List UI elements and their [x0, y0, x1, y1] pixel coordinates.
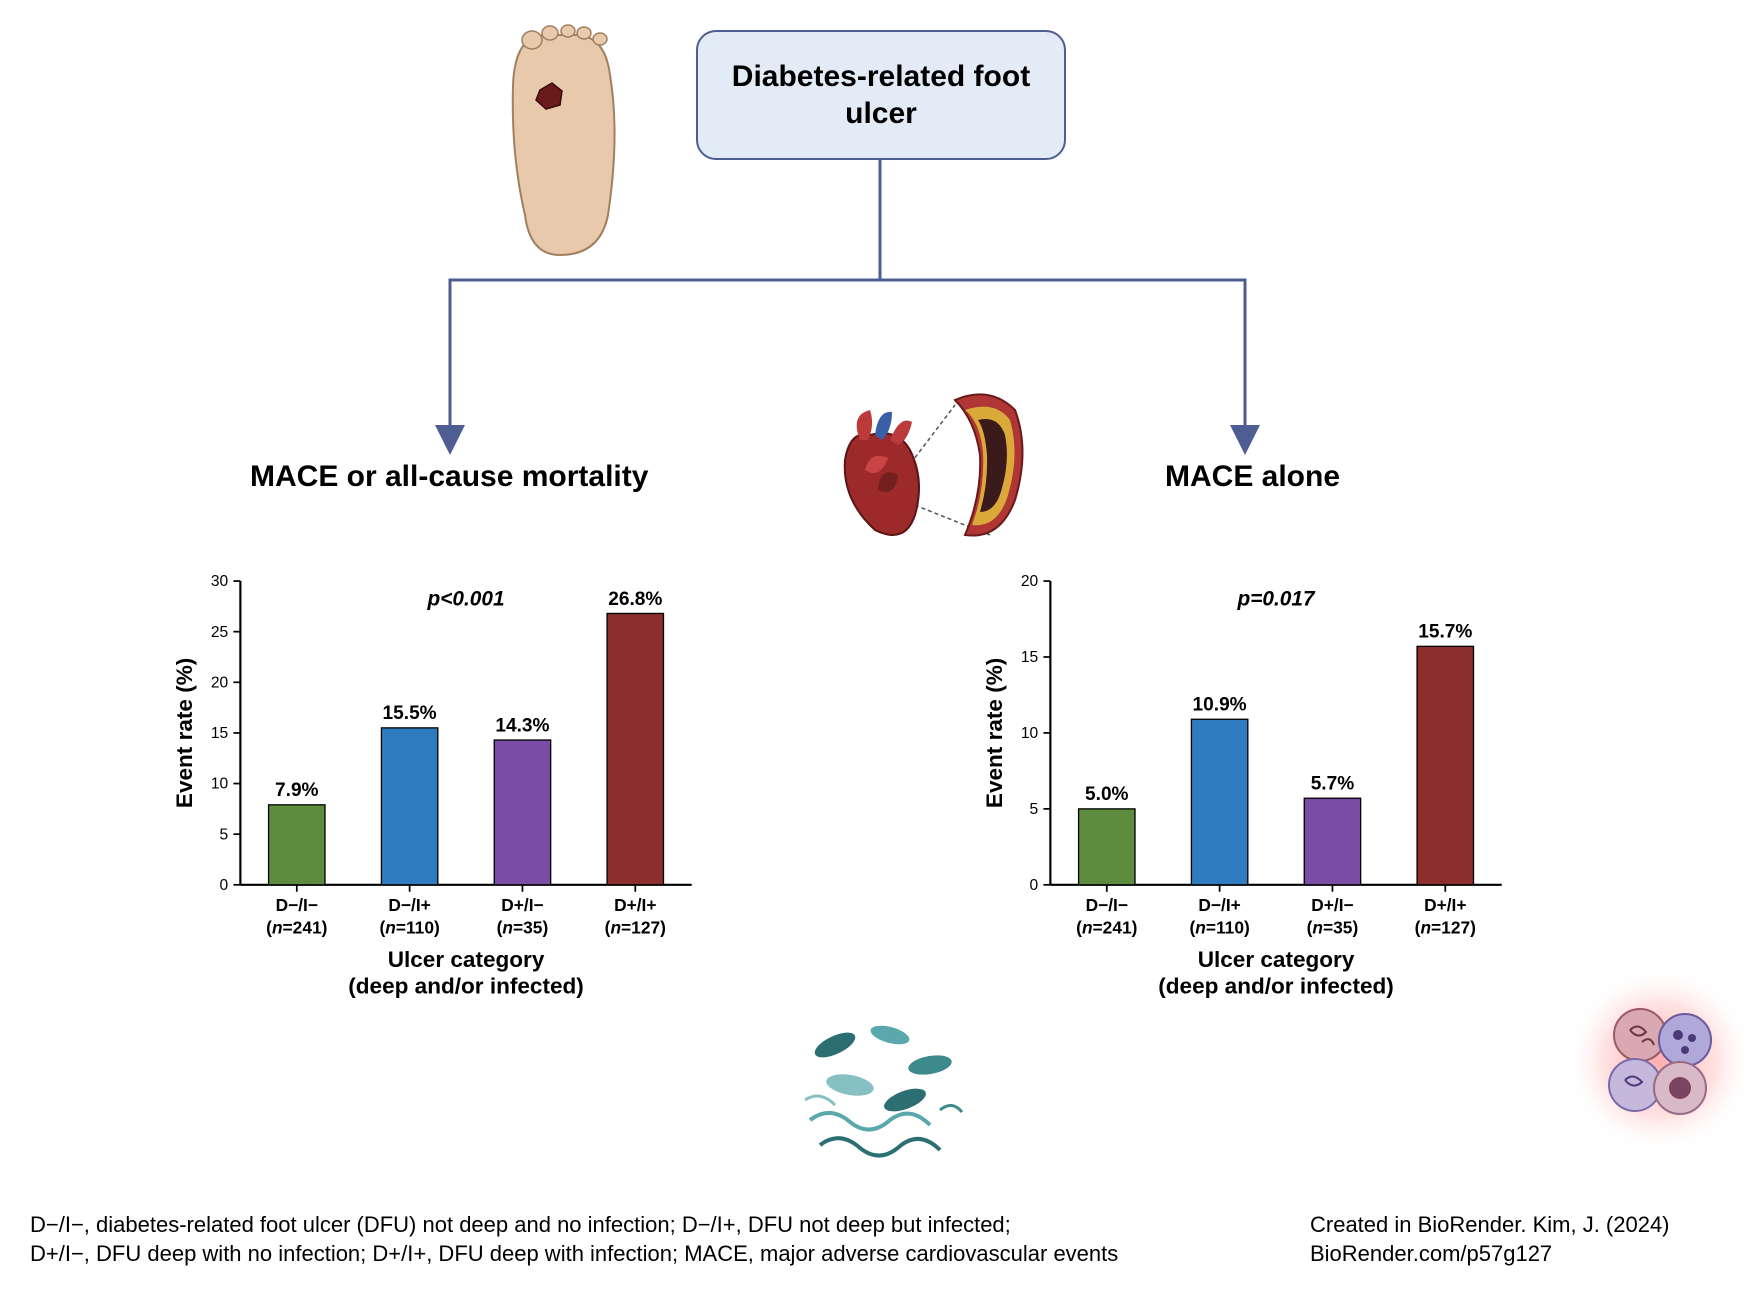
svg-text:0: 0: [220, 877, 229, 894]
svg-text:Ulcer category: Ulcer category: [388, 947, 545, 972]
svg-text:(n=35): (n=35): [497, 917, 549, 937]
svg-text:14.3%: 14.3%: [495, 715, 549, 736]
svg-text:25: 25: [211, 624, 229, 641]
svg-text:20: 20: [1021, 573, 1039, 590]
svg-text:5.7%: 5.7%: [1311, 774, 1355, 795]
svg-text:D+/I−: D+/I−: [1311, 895, 1353, 915]
svg-text:(n=110): (n=110): [379, 917, 439, 937]
footnote-line1: D−/I−, diabetes-related foot ulcer (DFU)…: [30, 1210, 1310, 1240]
svg-text:D−/I+: D−/I+: [1198, 895, 1240, 915]
footnote: D−/I−, diabetes-related foot ulcer (DFU)…: [30, 1210, 1730, 1269]
svg-text:15: 15: [1021, 649, 1039, 666]
svg-text:15.5%: 15.5%: [383, 703, 437, 724]
svg-text:(n=241): (n=241): [1076, 917, 1137, 937]
svg-text:D+/I+: D+/I+: [1424, 895, 1466, 915]
svg-text:0: 0: [1030, 877, 1039, 894]
svg-text:p<0.001: p<0.001: [427, 587, 505, 610]
footnote-line2: D+/I−, DFU deep with no infection; D+/I+…: [30, 1239, 1310, 1269]
top-section: Diabetes-related foot ulcer: [0, 0, 1761, 320]
svg-text:D−/I−: D−/I−: [276, 895, 318, 915]
blood-cells-icon: [1560, 960, 1760, 1165]
bacteria-icon: [790, 1010, 970, 1175]
attribution-line1: Created in BioRender. Kim, J. (2024): [1310, 1210, 1730, 1240]
svg-text:15.7%: 15.7%: [1418, 622, 1472, 643]
svg-text:(n=241): (n=241): [266, 917, 327, 937]
branch-left-title: MACE or all-cause mortality: [250, 460, 648, 494]
svg-text:(deep and/or infected): (deep and/or infected): [1158, 973, 1394, 998]
svg-text:(n=127): (n=127): [1415, 917, 1476, 937]
svg-text:10.9%: 10.9%: [1193, 695, 1247, 716]
svg-text:D+/I−: D+/I−: [501, 895, 543, 915]
svg-text:20: 20: [211, 675, 229, 692]
svg-text:(n=35): (n=35): [1307, 917, 1359, 937]
svg-text:Event rate (%): Event rate (%): [982, 658, 1007, 808]
svg-text:p=0.017: p=0.017: [1237, 587, 1316, 610]
attribution-line2: BioRender.com/p57g127: [1310, 1239, 1730, 1269]
svg-text:5: 5: [220, 826, 229, 843]
svg-text:D−/I−: D−/I−: [1086, 895, 1128, 915]
svg-text:15: 15: [211, 725, 229, 742]
svg-text:7.9%: 7.9%: [275, 780, 319, 801]
heart-artery-icon: [820, 380, 1050, 565]
svg-text:10: 10: [211, 776, 229, 793]
svg-text:5.0%: 5.0%: [1085, 784, 1129, 805]
svg-text:26.8%: 26.8%: [608, 589, 662, 610]
svg-text:30: 30: [211, 573, 229, 590]
title-text: Diabetes-related foot ulcer: [698, 58, 1064, 133]
chart-mace-alone: 0 5 10 15 20 5.0% D−/I−(n=241) 10.9% D−/I+(n=110…: [940, 555, 1560, 1015]
svg-text:10: 10: [1021, 725, 1039, 742]
svg-text:D+/I+: D+/I+: [614, 895, 656, 915]
svg-text:Ulcer category: Ulcer category: [1198, 947, 1355, 972]
branch-right-title: MACE alone: [1165, 460, 1340, 494]
svg-text:Event rate (%): Event rate (%): [172, 658, 197, 808]
svg-text:(n=127): (n=127): [605, 917, 666, 937]
foot-ulcer-icon: [480, 15, 640, 270]
svg-text:(deep and/or infected): (deep and/or infected): [348, 973, 584, 998]
title-box: Diabetes-related foot ulcer: [696, 30, 1066, 160]
footnote-definitions: D−/I−, diabetes-related foot ulcer (DFU)…: [30, 1210, 1310, 1269]
svg-text:D−/I+: D−/I+: [388, 895, 430, 915]
footnote-attribution: Created in BioRender. Kim, J. (2024) Bio…: [1310, 1210, 1730, 1269]
svg-text:5: 5: [1030, 801, 1039, 818]
svg-text:(n=110): (n=110): [1189, 917, 1249, 937]
chart-mace-mortality: 0510152025307.9%D−/I−(n=241)15.5%D−/I+(n…: [130, 555, 750, 1015]
